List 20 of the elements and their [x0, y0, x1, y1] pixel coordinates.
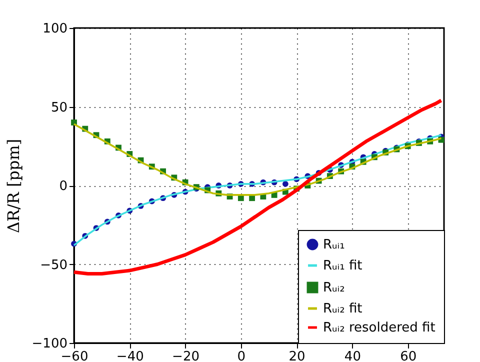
line-series	[72, 98, 443, 276]
y-tick-label: −100	[32, 336, 68, 352]
x-tick-label: −20	[172, 350, 200, 362]
legend-label: Rᵤᵢ₂ fit	[323, 302, 362, 316]
legend-label: Rᵤᵢ₂	[323, 280, 345, 296]
y-tick-label: 100	[42, 22, 68, 36]
x-tick-label: 40	[344, 350, 361, 362]
legend-label: Rᵤᵢ₂ resoldered fit	[323, 320, 436, 336]
y-axis-title: ΔR/R [ppm]	[4, 138, 23, 234]
y-tick-label: −50	[40, 258, 68, 273]
point	[282, 180, 288, 187]
x-tick-label: −60	[60, 350, 88, 362]
y-tick-label: 0	[59, 179, 68, 194]
x-tick-label: 60	[400, 350, 417, 362]
legend-label: Rᵤᵢ₁	[323, 238, 345, 252]
legend-label: Rᵤᵢ₁ fit	[323, 258, 362, 274]
y-tick-label: 50	[50, 100, 68, 116]
x-tick-label: −40	[116, 350, 144, 362]
x-tick-label: 0	[237, 350, 246, 362]
x-tick-label: 20	[288, 350, 306, 362]
